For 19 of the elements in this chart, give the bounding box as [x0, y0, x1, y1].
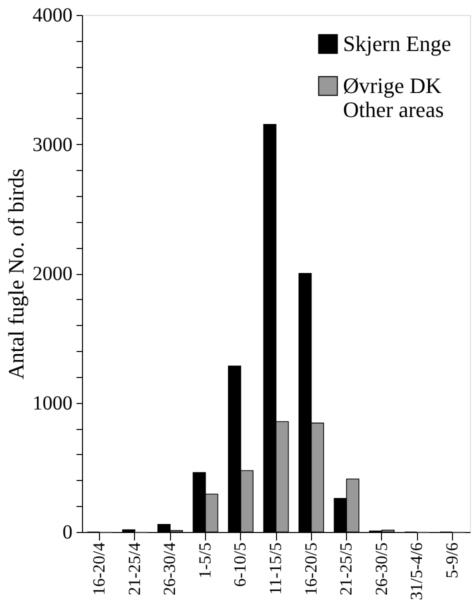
legend-label: Skjern Enge [343, 31, 452, 56]
x-tick-label: 21-25/5 [336, 542, 356, 596]
x-tick-label: 6-10/5 [230, 542, 250, 587]
x-tick-label: 5-9/6 [442, 542, 462, 578]
x-tick-label: 1-5/5 [195, 542, 214, 578]
x-tick-label: 16-20/4 [90, 542, 109, 596]
y-tick-label: 3000 [32, 134, 72, 156]
y-tick-label: 2000 [32, 263, 72, 285]
x-tick-label: 11-15/5 [266, 542, 285, 595]
y-axis-title: Antal fugle No. of birds [4, 168, 28, 380]
x-tick-label: 16-20/5 [301, 542, 320, 596]
x-tick-label: 31/5-4/6 [407, 542, 426, 600]
x-tick-label: 26-30/4 [160, 542, 180, 596]
y-tick-label: 1000 [32, 392, 72, 414]
legend-label: Øvrige DK Other areas [343, 73, 444, 122]
y-tick-label: 0 [62, 522, 72, 544]
x-tick-label: 26-30/5 [372, 542, 391, 596]
y-tick-label: 4000 [32, 4, 72, 26]
x-tick-label: 21-25/4 [124, 542, 144, 596]
